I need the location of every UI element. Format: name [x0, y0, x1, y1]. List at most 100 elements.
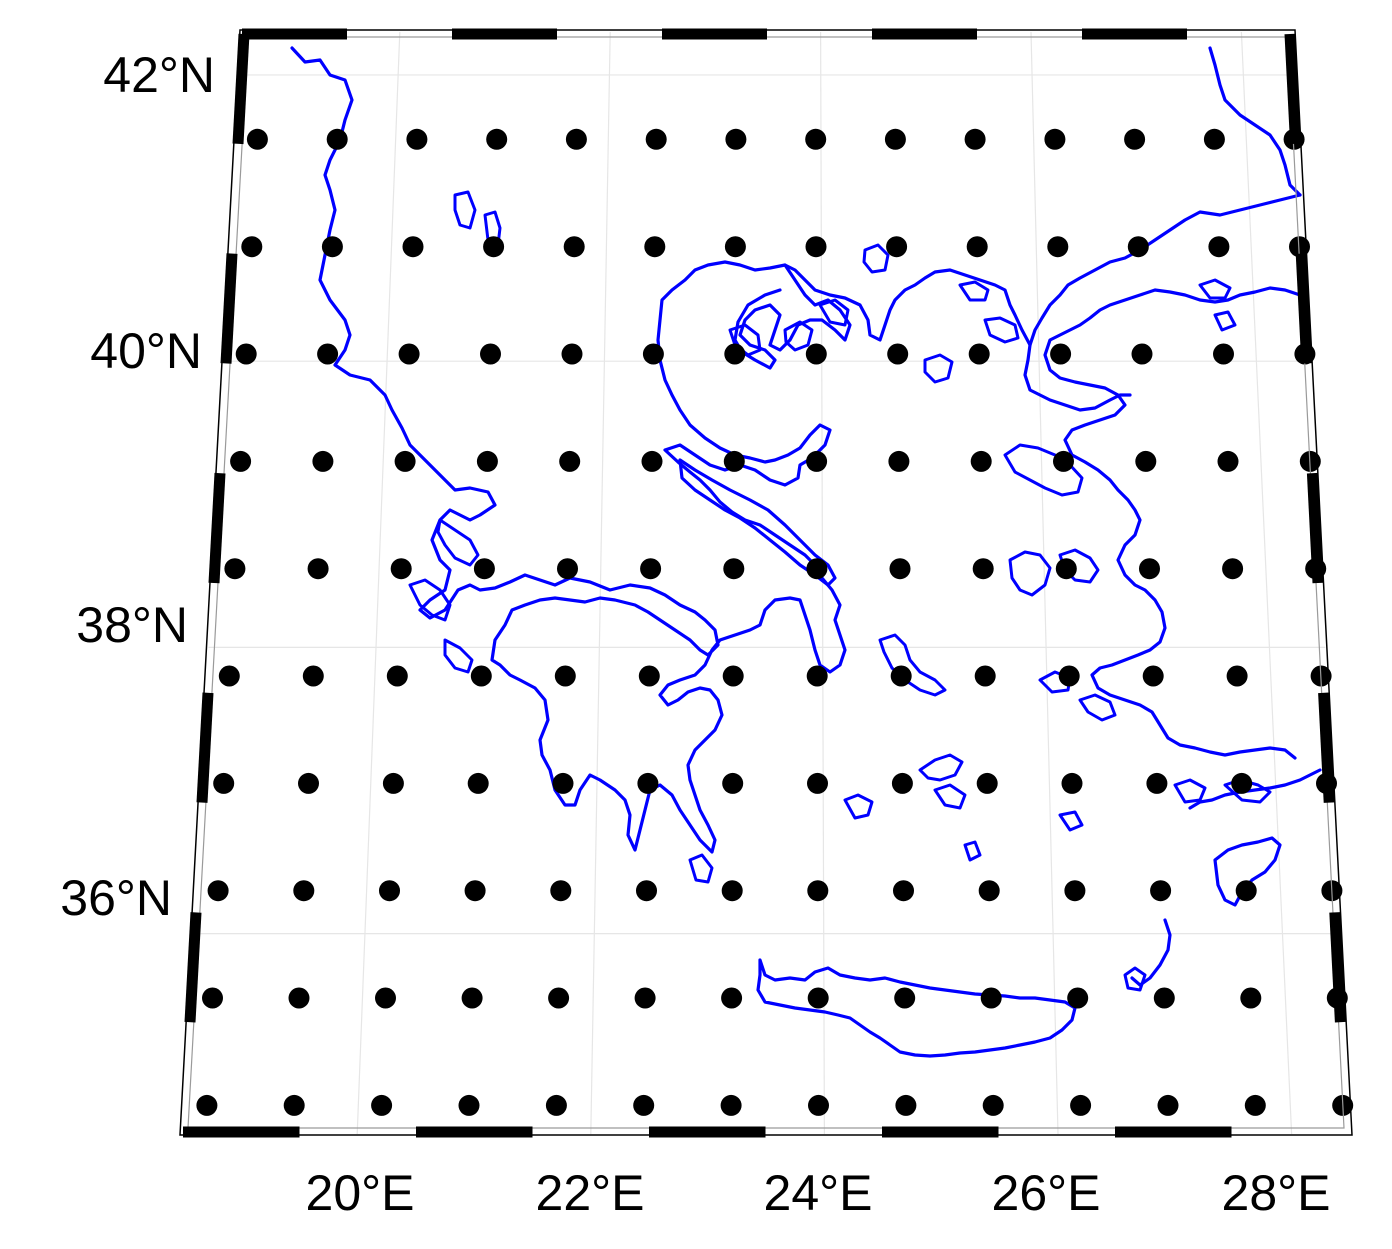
- frame-dash: [1306, 472, 1324, 584]
- grid-point: [379, 880, 400, 902]
- grid-point: [806, 558, 828, 580]
- grid-point: [1139, 558, 1160, 580]
- grid-point: [302, 665, 324, 687]
- grid-point: [890, 665, 912, 687]
- grid-point: [1203, 128, 1225, 150]
- grid-point: [386, 665, 408, 687]
- grid-point: [1044, 128, 1066, 150]
- grid-point: [559, 450, 581, 472]
- grid-point: [326, 128, 348, 150]
- grid-point: [645, 128, 667, 150]
- grid-point: [723, 450, 745, 472]
- grid-point: [1053, 450, 1074, 472]
- grid-point: [889, 558, 911, 580]
- frame-dash: [232, 33, 250, 145]
- frame-dash: [1284, 33, 1302, 145]
- grid-point: [724, 236, 746, 258]
- grid-point: [808, 1094, 829, 1116]
- grid-point: [807, 772, 828, 794]
- grid-point: [375, 987, 396, 1009]
- grid-point: [230, 450, 252, 472]
- grid-point: [473, 558, 495, 580]
- grid-point: [806, 450, 828, 472]
- grid-point: [968, 343, 990, 365]
- frame-dash: [196, 692, 214, 803]
- grid-point: [317, 343, 339, 365]
- grid-point: [1061, 772, 1083, 794]
- grid-point: [545, 1094, 567, 1116]
- grid-point: [550, 880, 572, 902]
- grid-point: [1157, 1094, 1179, 1116]
- grid-point: [634, 987, 656, 1009]
- graticule: [192, 31, 1340, 1135]
- grid-point: [1150, 880, 1172, 902]
- grid-point: [637, 772, 659, 794]
- grid-point: [293, 880, 315, 902]
- grid-point: [805, 128, 827, 150]
- grid-point: [1070, 1094, 1092, 1116]
- grid-point: [470, 665, 492, 687]
- lon-label-24: 24°E: [764, 1165, 873, 1221]
- grid-points: [196, 128, 1354, 1116]
- grid-point: [371, 1094, 393, 1116]
- grid-point: [1244, 1094, 1266, 1116]
- grid-point: [196, 1094, 218, 1116]
- grid-point: [1131, 343, 1153, 365]
- grid-point: [461, 987, 483, 1009]
- grid-point: [888, 450, 910, 472]
- grid-point: [565, 128, 587, 150]
- grid-point: [1208, 236, 1230, 258]
- grid-point: [224, 558, 246, 580]
- grid-point: [640, 558, 662, 580]
- grid-point: [563, 236, 585, 258]
- grid-point: [207, 880, 229, 902]
- grid-point: [307, 558, 329, 580]
- map-frame-dashes: [183, 28, 1346, 1138]
- grid-point: [891, 772, 913, 794]
- grid-point: [1231, 772, 1253, 794]
- coastline: [290, 46, 1322, 1058]
- grid-point: [458, 1094, 480, 1116]
- grid-point: [1047, 236, 1069, 258]
- grid-point: [1235, 880, 1257, 902]
- frame-dash: [1295, 253, 1313, 364]
- grid-point: [964, 128, 986, 150]
- grid-point: [724, 343, 746, 365]
- grid-point: [721, 880, 743, 902]
- grid-point: [642, 343, 664, 365]
- grid-point: [1240, 987, 1262, 1009]
- grid-point: [721, 987, 743, 1009]
- grid-point: [1289, 236, 1310, 258]
- grid-point: [1142, 665, 1164, 687]
- lat-label-42: 42°N: [103, 47, 215, 103]
- grid-point: [394, 450, 416, 472]
- grid-point: [980, 987, 1002, 1009]
- grid-point: [633, 1094, 655, 1116]
- grid-point: [283, 1094, 305, 1116]
- grid-point: [894, 987, 916, 1009]
- grid-point: [235, 343, 257, 365]
- grid-point: [382, 772, 404, 794]
- grid-point: [1058, 665, 1080, 687]
- grid-point: [1226, 665, 1248, 687]
- grid-point: [806, 665, 828, 687]
- tick-labels: 42°N 40°N 38°N 36°N 20°E 22°E 24°E 26°E …: [60, 47, 1330, 1221]
- grid-point: [202, 987, 223, 1009]
- grid-point: [402, 236, 424, 258]
- grid-point: [1217, 450, 1239, 472]
- grid-point: [321, 236, 343, 258]
- meridian-line: [590, 31, 611, 1135]
- lon-label-28: 28°E: [1222, 1165, 1331, 1221]
- frame-dash: [1329, 912, 1346, 1023]
- frame-dash: [184, 912, 202, 1023]
- lat-label-36: 36°N: [60, 870, 172, 926]
- frame-dash: [208, 472, 226, 584]
- meridian-line: [1240, 31, 1293, 1135]
- grid-point: [1064, 880, 1086, 902]
- grid-point: [805, 236, 827, 258]
- grid-point: [1213, 343, 1234, 365]
- lon-label-20: 20°E: [306, 1165, 415, 1221]
- grid-point: [807, 880, 829, 902]
- grid-point: [554, 665, 576, 687]
